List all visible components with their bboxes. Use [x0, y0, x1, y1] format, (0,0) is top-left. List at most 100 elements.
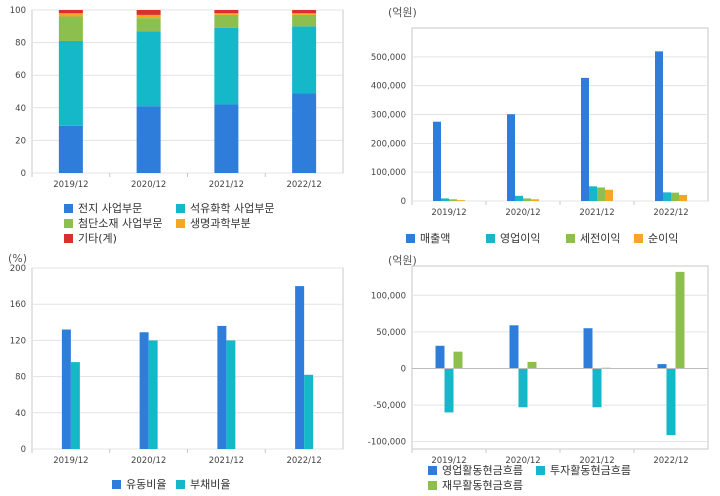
legend-swatch — [176, 479, 185, 489]
bar-2-2021-12 — [589, 186, 597, 201]
legend-item: 영업이익 — [486, 230, 540, 246]
legend-item: 생명과학부분 — [176, 215, 251, 231]
legend-swatch — [176, 203, 185, 213]
y-tick-label: 40 — [15, 104, 26, 114]
bar-3-2019-12 — [449, 199, 457, 201]
y-tick-label: 300,000 — [371, 111, 406, 121]
bar-5-2022-12 — [292, 10, 317, 14]
y-tick-label: 120 — [10, 336, 26, 346]
legend-label: 생명과학부분 — [190, 217, 251, 230]
cashflow-chart: (억원) -100,000 -50,000 0 50,000 100,000 2019/1… — [360, 248, 720, 496]
bar-1-2020-12 — [509, 325, 519, 369]
bar-5-2019-12 — [58, 10, 83, 14]
bar-1-2019-12 — [435, 345, 445, 369]
y-tick-label: 400,000 — [371, 82, 406, 92]
legend-swatch — [64, 203, 73, 213]
bar-4-2022-12 — [292, 13, 317, 15]
legend-item: 전지 사업부문 — [64, 200, 142, 216]
y-tick-label: 0 — [21, 445, 26, 455]
ratio-unit-label: (%) — [8, 252, 28, 265]
bar-1-2022-12 — [292, 93, 317, 173]
bar-3-2022-12 — [671, 192, 679, 201]
x-tick-label: 2022/12 — [653, 456, 688, 466]
legend-item: 매출액 — [406, 230, 450, 246]
y-tick-label: 40 — [15, 409, 26, 419]
legend-item: 영업활동현금흐름 — [428, 462, 523, 478]
legend-item: 유동비율 — [112, 476, 166, 492]
legend-swatch — [566, 233, 575, 243]
x-tick-label: 2021/12 — [209, 180, 244, 190]
bar-1-2020-12 — [507, 114, 515, 201]
bar-1-2022-12 — [295, 286, 305, 449]
bar-3-2022-12 — [675, 271, 685, 369]
bar-3-2020-12 — [527, 361, 537, 369]
legend-swatch — [486, 233, 495, 243]
bar-1-2021-12 — [217, 325, 227, 449]
legend-item: 부채비율 — [176, 476, 230, 492]
legend-item: 석유화학 사업부문 — [176, 200, 274, 216]
y-tick-label: 20 — [15, 136, 26, 146]
legend-item: 첨단소재 사업부문 — [64, 215, 162, 231]
x-tick-label: 2022/12 — [286, 456, 321, 466]
bar-2-2021-12 — [592, 368, 602, 408]
bar-5-2021-12 — [214, 10, 239, 14]
legend-label: 전지 사업부문 — [78, 202, 143, 215]
bar-4-2021-12 — [605, 189, 613, 201]
x-tick-label: 2020/12 — [131, 456, 166, 466]
bar-2-2022-12 — [663, 192, 671, 201]
bar-1-2019-12 — [433, 121, 441, 201]
x-tick-label: 2020/12 — [131, 180, 166, 190]
legend-item: 투자활동현금흐름 — [536, 462, 631, 478]
bar-2-2022-12 — [304, 374, 314, 449]
legend-item: 세전이익 — [566, 230, 620, 246]
y-tick-label: -100,000 — [368, 438, 406, 448]
bar-1-2020-12 — [139, 332, 149, 449]
y-tick-label: 80 — [15, 373, 26, 383]
legend-swatch — [536, 465, 545, 475]
x-tick-label: 2019/12 — [431, 208, 466, 218]
y-tick-label: 100,000 — [371, 168, 406, 178]
legend-swatch — [428, 480, 437, 490]
x-tick-label: 2021/12 — [209, 456, 244, 466]
y-tick-label: 160 — [10, 300, 26, 310]
bar-1-2019-12 — [61, 329, 71, 449]
legend-swatch — [64, 233, 73, 243]
bar-1-2019-12 — [58, 125, 83, 173]
y-tick-label: 0 — [21, 169, 26, 179]
bar-3-2019-12 — [58, 16, 83, 41]
bar-2-2020-12 — [136, 31, 161, 107]
bar-4-2020-12 — [136, 14, 161, 19]
y-tick-label: 0 — [401, 364, 406, 374]
cashflow-plot: -100,000 -50,000 0 50,000 100,000 2019/12 2020… — [368, 265, 709, 466]
bar-2-2020-12 — [515, 195, 523, 201]
y-tick-label: 60 — [15, 71, 26, 81]
segment-share-plot: 0 20 40 60 80 100 2019/12 2020/12 2021/12 2022/12 — [10, 6, 344, 190]
x-tick-label: 2022/12 — [286, 180, 321, 190]
y-tick-label: 100,000 — [371, 291, 406, 301]
plot-frame — [31, 9, 344, 174]
income-unit-label: (억원) — [388, 6, 417, 19]
x-tick-label: 2022/12 — [653, 208, 688, 218]
bar-2-2019-12 — [441, 198, 449, 201]
y-tick-label: -50,000 — [373, 401, 406, 411]
bar-3-2020-12 — [136, 18, 161, 32]
ratio-plot: 0 40 80 120 160 200 2019/12 2020/12 2021/12 2022/… — [10, 264, 344, 466]
bar-2-2022-12 — [292, 26, 317, 94]
bar-1-2021-12 — [214, 104, 239, 173]
bar-4-2022-12 — [679, 194, 687, 201]
legend-item: 기타(계) — [64, 230, 117, 246]
bar-3-2019-12 — [453, 351, 463, 369]
bar-4-2019-12 — [457, 200, 465, 201]
legend-label: 영업이익 — [500, 232, 541, 245]
y-tick-label: 500,000 — [371, 53, 406, 63]
cashflow-unit-label: (억원) — [388, 254, 417, 267]
legend-label: 석유화학 사업부문 — [190, 202, 275, 215]
legend-swatch — [176, 218, 185, 228]
legend-swatch — [634, 233, 643, 243]
x-tick-label: 2019/12 — [431, 456, 466, 466]
legend-label: 재무활동현금흐름 — [442, 479, 523, 492]
bar-1-2021-12 — [583, 328, 593, 369]
legend-label: 투자활동현금흐름 — [550, 464, 631, 477]
bar-1-2022-12 — [657, 364, 667, 369]
bar-4-2019-12 — [58, 13, 83, 17]
